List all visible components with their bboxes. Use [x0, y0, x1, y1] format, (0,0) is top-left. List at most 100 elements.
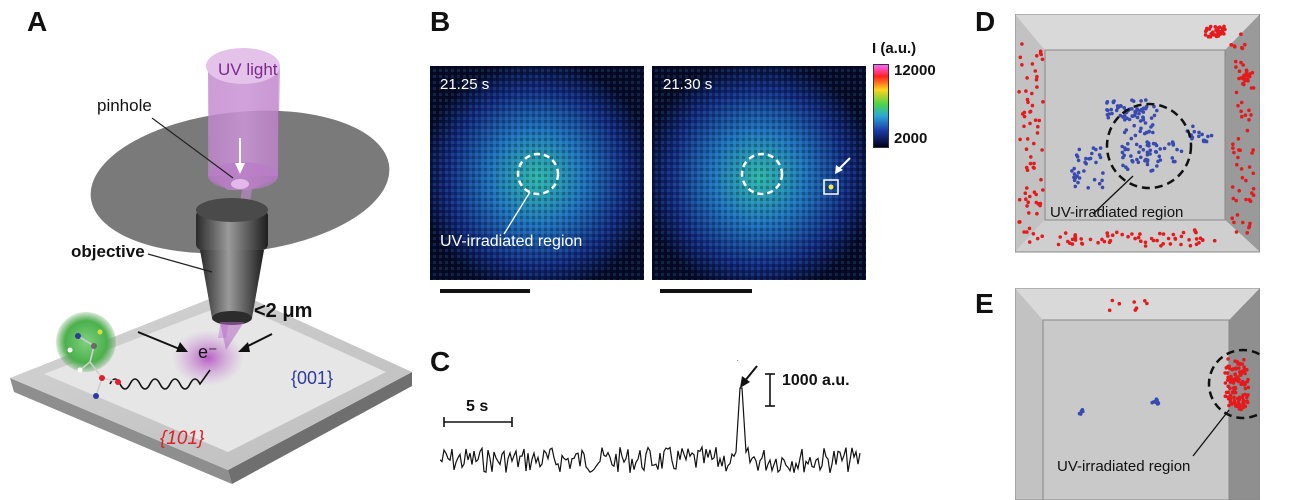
blue-dot [1154, 397, 1159, 401]
red-dot [1242, 365, 1246, 369]
red-dot [1245, 128, 1250, 133]
red-dot [1235, 213, 1240, 217]
blue-dot [1139, 126, 1143, 131]
red-dot [1038, 51, 1043, 55]
blue-dot [1171, 159, 1176, 164]
red-dot [1070, 242, 1075, 246]
red-dot [1242, 82, 1246, 87]
red-dot [1213, 33, 1217, 37]
blue-dot [1156, 159, 1160, 164]
red-dot [1171, 232, 1176, 237]
red-dot [1249, 113, 1253, 117]
red-dot [1223, 381, 1228, 385]
red-dot [1234, 230, 1239, 234]
red-dot [1181, 230, 1186, 235]
red-dot [1251, 86, 1256, 90]
red-dot [1229, 43, 1233, 47]
red-dot [1035, 211, 1039, 216]
red-dot [1110, 233, 1115, 237]
red-dot [1234, 90, 1239, 95]
blue-dot [1206, 134, 1210, 139]
red-dot [1246, 385, 1251, 390]
blue-dot [1130, 98, 1134, 102]
fluorescence-image-right [652, 66, 866, 280]
red-dot [1232, 220, 1236, 225]
red-dot [1223, 371, 1227, 375]
red-dot [1024, 89, 1028, 93]
red-dot [1238, 362, 1242, 366]
panel-a-letter: A [27, 6, 48, 37]
red-dot [1231, 380, 1236, 385]
red-dot [1234, 65, 1238, 69]
red-dot [1239, 100, 1244, 105]
crystal-slab-side-right [228, 372, 412, 484]
red-dot [1232, 399, 1237, 403]
red-dot [1233, 376, 1238, 380]
red-dot [1228, 386, 1232, 391]
blue-dot [1158, 147, 1162, 151]
red-dot [1056, 242, 1061, 247]
red-dot [1243, 371, 1247, 376]
red-dot [1025, 204, 1029, 208]
red-dot [1234, 198, 1238, 203]
blue-dot [1105, 108, 1110, 113]
red-dot [1073, 238, 1078, 242]
blue-dot [1143, 121, 1148, 125]
red-dot [1226, 375, 1230, 379]
blue-dot [1109, 107, 1113, 112]
blue-dot [1133, 113, 1137, 118]
red-dot [1237, 366, 1241, 370]
red-dot [1096, 240, 1100, 245]
red-dot [1242, 74, 1247, 78]
facet-001-label: {001} [291, 368, 334, 388]
blue-dot [1081, 409, 1085, 414]
red-dot [1025, 76, 1029, 80]
blue-dot [1141, 118, 1146, 122]
blue-dot [1132, 123, 1136, 128]
colorbar-max: 12000 [894, 62, 936, 79]
red-dot [1040, 234, 1044, 238]
red-dot [1022, 110, 1027, 115]
blue-dot [1141, 115, 1145, 119]
red-dot [1017, 197, 1022, 202]
red-dot [1027, 240, 1032, 244]
red-dot [1239, 32, 1243, 36]
red-dot [1108, 238, 1113, 243]
uv-light-label: UV light [218, 60, 278, 79]
red-dot [1239, 167, 1244, 171]
red-dot [1105, 231, 1109, 235]
red-dot [1248, 199, 1253, 203]
time-scale-label: 5 s [466, 398, 489, 415]
blue-dot [1090, 151, 1094, 156]
red-dot [1247, 165, 1252, 169]
red-dot [1228, 400, 1233, 404]
blue-dot [1110, 111, 1114, 116]
red-dot [1236, 402, 1240, 407]
blue-dot [1150, 400, 1154, 405]
blue-dot [1144, 98, 1148, 102]
blue-dot [1097, 181, 1102, 186]
molecule-glow [56, 312, 116, 372]
blue-dot [1088, 156, 1093, 161]
red-dot [1194, 237, 1199, 241]
blue-dot [1129, 154, 1133, 158]
red-dot [1239, 60, 1243, 65]
blue-dot [1133, 133, 1138, 138]
blue-dot [1123, 118, 1127, 122]
red-dot [1237, 69, 1242, 73]
blue-dot [1138, 119, 1143, 123]
blue-dot [1191, 124, 1195, 129]
blue-dot [1162, 146, 1167, 151]
red-dot [1237, 76, 1241, 81]
red-dot [1230, 185, 1235, 189]
blue-dot [1145, 143, 1150, 148]
blue-dot [1150, 123, 1155, 127]
blue-dot [1175, 147, 1179, 152]
panel-b-letter: B [430, 6, 451, 37]
blue-dot [1073, 175, 1078, 180]
red-dot [1158, 231, 1162, 236]
blue-dot [1129, 136, 1134, 141]
blue-dot [1077, 147, 1082, 152]
blue-dot [1138, 129, 1142, 134]
blue-dot [1120, 144, 1124, 149]
